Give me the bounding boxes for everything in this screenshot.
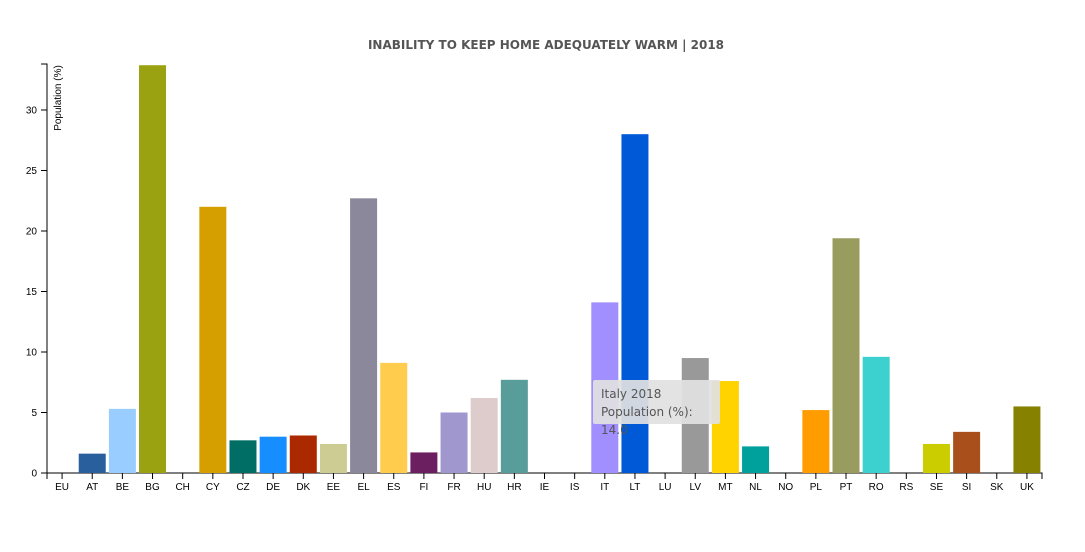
y-tick-label: 0 xyxy=(31,469,37,480)
bar-cy[interactable] xyxy=(199,206,227,473)
x-tick-label: NL xyxy=(749,482,762,493)
bar-de[interactable] xyxy=(259,436,287,473)
x-tick-label: AT xyxy=(86,482,98,493)
y-tick-label: 30 xyxy=(26,105,38,116)
bar-dk[interactable] xyxy=(289,435,317,473)
x-tick-label: LT xyxy=(629,482,640,493)
x-tick-label: RS xyxy=(899,482,913,493)
bar-pt[interactable] xyxy=(832,238,860,473)
bar-cz[interactable] xyxy=(229,440,257,473)
x-tick-label: BG xyxy=(145,482,160,493)
x-tick-label: HU xyxy=(477,482,491,493)
y-axis-label: Population (%) xyxy=(53,65,64,131)
x-tick-label: UK xyxy=(1020,482,1034,493)
bar-nl[interactable] xyxy=(742,446,770,473)
y-tick-label: 15 xyxy=(26,287,38,298)
x-tick-label: IE xyxy=(540,482,550,493)
tooltip-title: Italy 2018 xyxy=(601,387,662,401)
bar-uk[interactable] xyxy=(1013,406,1041,473)
bar-pl[interactable] xyxy=(802,410,830,473)
bar-fr[interactable] xyxy=(440,412,468,473)
x-tick-label: LV xyxy=(690,482,702,493)
y-axis-line xyxy=(41,63,48,474)
bar-at[interactable] xyxy=(78,453,106,473)
x-tick-label: PT xyxy=(840,482,853,493)
bar-se[interactable] xyxy=(922,443,950,473)
x-tick-label: FR xyxy=(447,482,460,493)
x-tick-label: BE xyxy=(116,482,130,493)
x-axis: EU AT BE BG CH CY CZ DE DK EE EL ES FI FR HU HR IE IS IT LT… xyxy=(46,472,1043,493)
bar-ro[interactable] xyxy=(862,356,890,473)
y-tick-label: 10 xyxy=(26,347,38,358)
x-tick-label: EE xyxy=(327,482,341,493)
x-tick-label: EL xyxy=(357,482,370,493)
x-tick-label: HR xyxy=(507,482,521,493)
x-tick-label: IS xyxy=(570,482,580,493)
x-tick-label: EU xyxy=(55,482,69,493)
bar-hr[interactable] xyxy=(500,379,528,473)
chart-title: INABILITY TO KEEP HOME ADEQUATELY WARM |… xyxy=(368,38,724,52)
x-tick-label: NO xyxy=(778,482,793,493)
x-tick-label: RO xyxy=(869,482,884,493)
tooltip-value: Population (%): 14.0 xyxy=(601,405,693,437)
x-tick-label: LU xyxy=(659,482,672,493)
bar-si[interactable] xyxy=(953,431,981,473)
x-tick-label: DK xyxy=(296,482,310,493)
bar-be[interactable] xyxy=(108,408,136,473)
x-tick-label: CZ xyxy=(236,482,249,493)
x-tick-label: ES xyxy=(387,482,401,493)
y-tick-label: 20 xyxy=(26,226,38,237)
bar-es[interactable] xyxy=(380,362,408,473)
x-tick-label: MT xyxy=(718,482,732,493)
x-tick-label: SI xyxy=(962,482,971,493)
x-tick-label: CY xyxy=(206,482,220,493)
bar-bg[interactable] xyxy=(139,65,167,474)
x-tick-label: SE xyxy=(930,482,944,493)
x-tick-label: CH xyxy=(175,482,189,493)
bar-ee[interactable] xyxy=(319,443,347,473)
x-tick-label: DE xyxy=(266,482,280,493)
bar-fi[interactable] xyxy=(410,452,438,473)
y-tick-label: 25 xyxy=(26,166,38,177)
bar-hu[interactable] xyxy=(470,397,498,473)
y-axis: 0 5 10 15 20 25 30 xyxy=(26,63,48,480)
y-tick-label: 5 xyxy=(31,408,37,419)
x-tick-label: IT xyxy=(600,482,609,493)
x-tick-label: SK xyxy=(990,482,1004,493)
x-tick-label: FI xyxy=(419,482,428,493)
tooltip: Italy 2018 Population (%): 14.0 xyxy=(593,380,720,437)
x-tick-label: PL xyxy=(810,482,823,493)
bar-el[interactable] xyxy=(350,198,378,473)
bars-group xyxy=(78,65,1041,474)
